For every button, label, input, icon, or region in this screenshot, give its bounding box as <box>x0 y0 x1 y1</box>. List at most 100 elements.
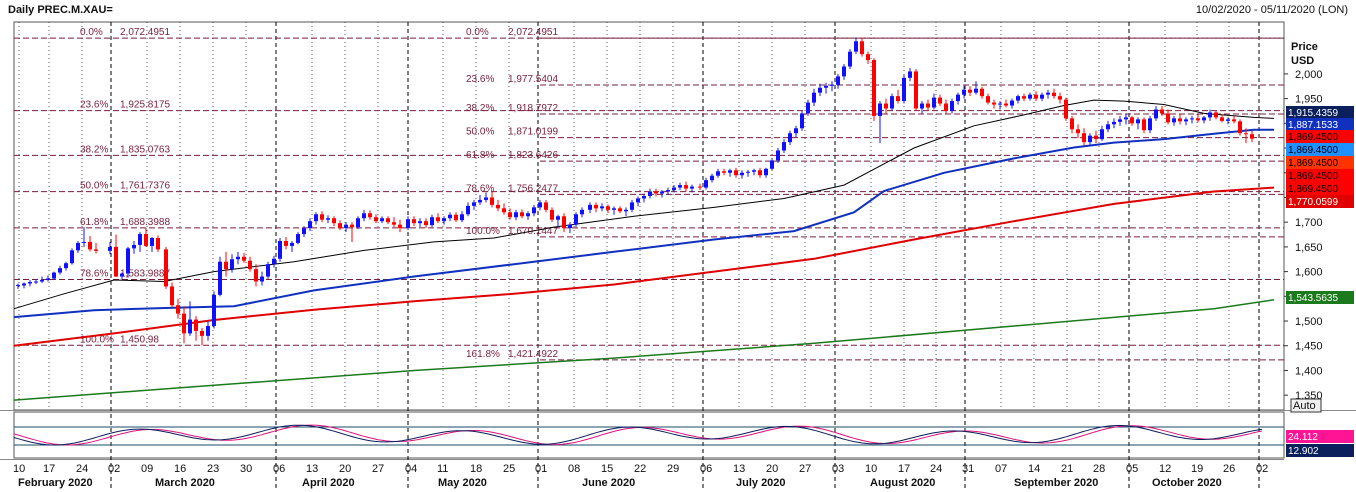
candle-body <box>188 319 192 334</box>
candle-body <box>1016 96 1020 101</box>
month-label: October 2020 <box>1152 477 1222 489</box>
candle-body <box>326 218 330 220</box>
candle-body <box>284 240 288 246</box>
candle-body <box>242 256 246 261</box>
candle-body <box>472 202 476 206</box>
fib-right-pct: 50.0% <box>466 127 494 138</box>
fib-right-pct: 0.0% <box>466 27 489 38</box>
month-label: June 2020 <box>582 477 635 489</box>
date-tick-label: 31 <box>962 463 974 475</box>
month-separators <box>110 22 1260 490</box>
candle-body <box>594 204 598 209</box>
candle-body <box>1058 96 1062 100</box>
candle-body <box>302 228 306 235</box>
price-tag-text: 1,869.4500 <box>1288 132 1338 143</box>
date-tick-label: 15 <box>601 463 613 475</box>
candle-body <box>818 87 822 93</box>
candle-body <box>672 187 676 191</box>
candle-body <box>746 171 750 173</box>
price-tag-text: 1,543.5635 <box>1288 293 1338 304</box>
candle-body <box>698 186 702 188</box>
candle-body <box>704 180 708 188</box>
candle-body <box>150 237 154 246</box>
candle-body <box>430 217 434 226</box>
candle-body <box>70 250 74 264</box>
candle-body <box>28 281 32 284</box>
fib-left-pct: 78.6% <box>80 269 108 280</box>
candle-body <box>580 209 584 215</box>
candle-body <box>992 102 996 105</box>
candle-body <box>872 60 876 116</box>
date-tick-label: 13 <box>306 463 318 475</box>
candle-body <box>356 218 360 228</box>
candle-body <box>164 249 168 287</box>
candle-body <box>132 244 136 249</box>
stochastic-oscillator <box>13 424 1284 446</box>
unit-axis-label: USD <box>1291 55 1314 67</box>
month-label: February 2020 <box>18 477 93 489</box>
candle-body <box>884 103 888 109</box>
candle-body <box>88 241 92 250</box>
candle-body <box>1118 119 1122 122</box>
candle-body <box>544 202 548 210</box>
date-tick-label: 12 <box>1159 463 1171 475</box>
candle-body <box>788 133 792 143</box>
candle-body <box>1136 119 1140 124</box>
chart-title: Daily PREC.M.XAU= <box>8 4 113 16</box>
candle-body <box>412 219 416 224</box>
osc-main-line <box>13 424 1263 446</box>
candle-body <box>1142 119 1146 131</box>
candle-body <box>332 218 336 224</box>
fib-right-pct: 38.2% <box>466 103 494 114</box>
fibonacci-levels: 0.0% 2,072.4951 23.6% 1,925.8175 38.2% 1,835.… <box>14 27 1284 361</box>
candle-body <box>666 190 670 192</box>
candle-body <box>230 259 234 270</box>
candle-body <box>368 213 372 218</box>
candle-body <box>386 218 390 223</box>
fib-right-pct: 100.0% <box>466 226 500 237</box>
candle-body <box>568 224 572 229</box>
candle-body <box>854 41 858 52</box>
fib-left-value: 1,688.3988 <box>120 217 170 228</box>
candle-body <box>944 103 948 111</box>
candle-body <box>380 218 384 222</box>
date-tick-label: 30 <box>240 463 252 475</box>
candle-body <box>902 77 906 102</box>
candle-body <box>418 221 422 224</box>
auto-scale-button[interactable] <box>1290 398 1322 413</box>
date-axis: 10 17 24 02 09 16 23 30 06 13 20 27 04 11 18 25 01 08 15 22… <box>13 463 1268 489</box>
fib-left-pct: 23.6% <box>80 100 108 111</box>
candle-body <box>636 198 640 203</box>
date-tick-label: 27 <box>372 463 384 475</box>
price-tag-text: 1,869.4500 <box>1288 184 1338 195</box>
ma-red-line <box>13 186 1275 347</box>
candle-body <box>22 283 26 286</box>
candle-body <box>630 202 634 210</box>
fib-right-pct: 23.6% <box>466 74 494 85</box>
price-tag-bg <box>1286 118 1354 131</box>
candle-body <box>454 214 458 221</box>
candle-body <box>362 213 366 219</box>
candle-body <box>436 217 440 222</box>
date-tick-label: 05 <box>1126 463 1138 475</box>
candle-body <box>1202 117 1206 121</box>
candle-body <box>218 261 222 295</box>
date-tick-label: 27 <box>799 463 811 475</box>
candle-body <box>1232 119 1236 122</box>
candle-body <box>272 258 276 265</box>
candle-body <box>40 280 44 282</box>
candle-body <box>684 185 688 189</box>
date-tick-label: 18 <box>470 463 482 475</box>
date-tick-label: 01 <box>535 463 547 475</box>
date-tick-label: 14 <box>1028 463 1040 475</box>
candle-body <box>350 224 354 228</box>
candle-body <box>538 202 542 208</box>
date-tick-label: 28 <box>1093 463 1105 475</box>
date-tick-label: 16 <box>174 463 186 475</box>
candle-body <box>508 212 512 218</box>
candle-body <box>932 97 936 108</box>
candle-body <box>392 222 396 225</box>
date-tick-label: 20 <box>766 463 778 475</box>
date-tick-label: 13 <box>733 463 745 475</box>
